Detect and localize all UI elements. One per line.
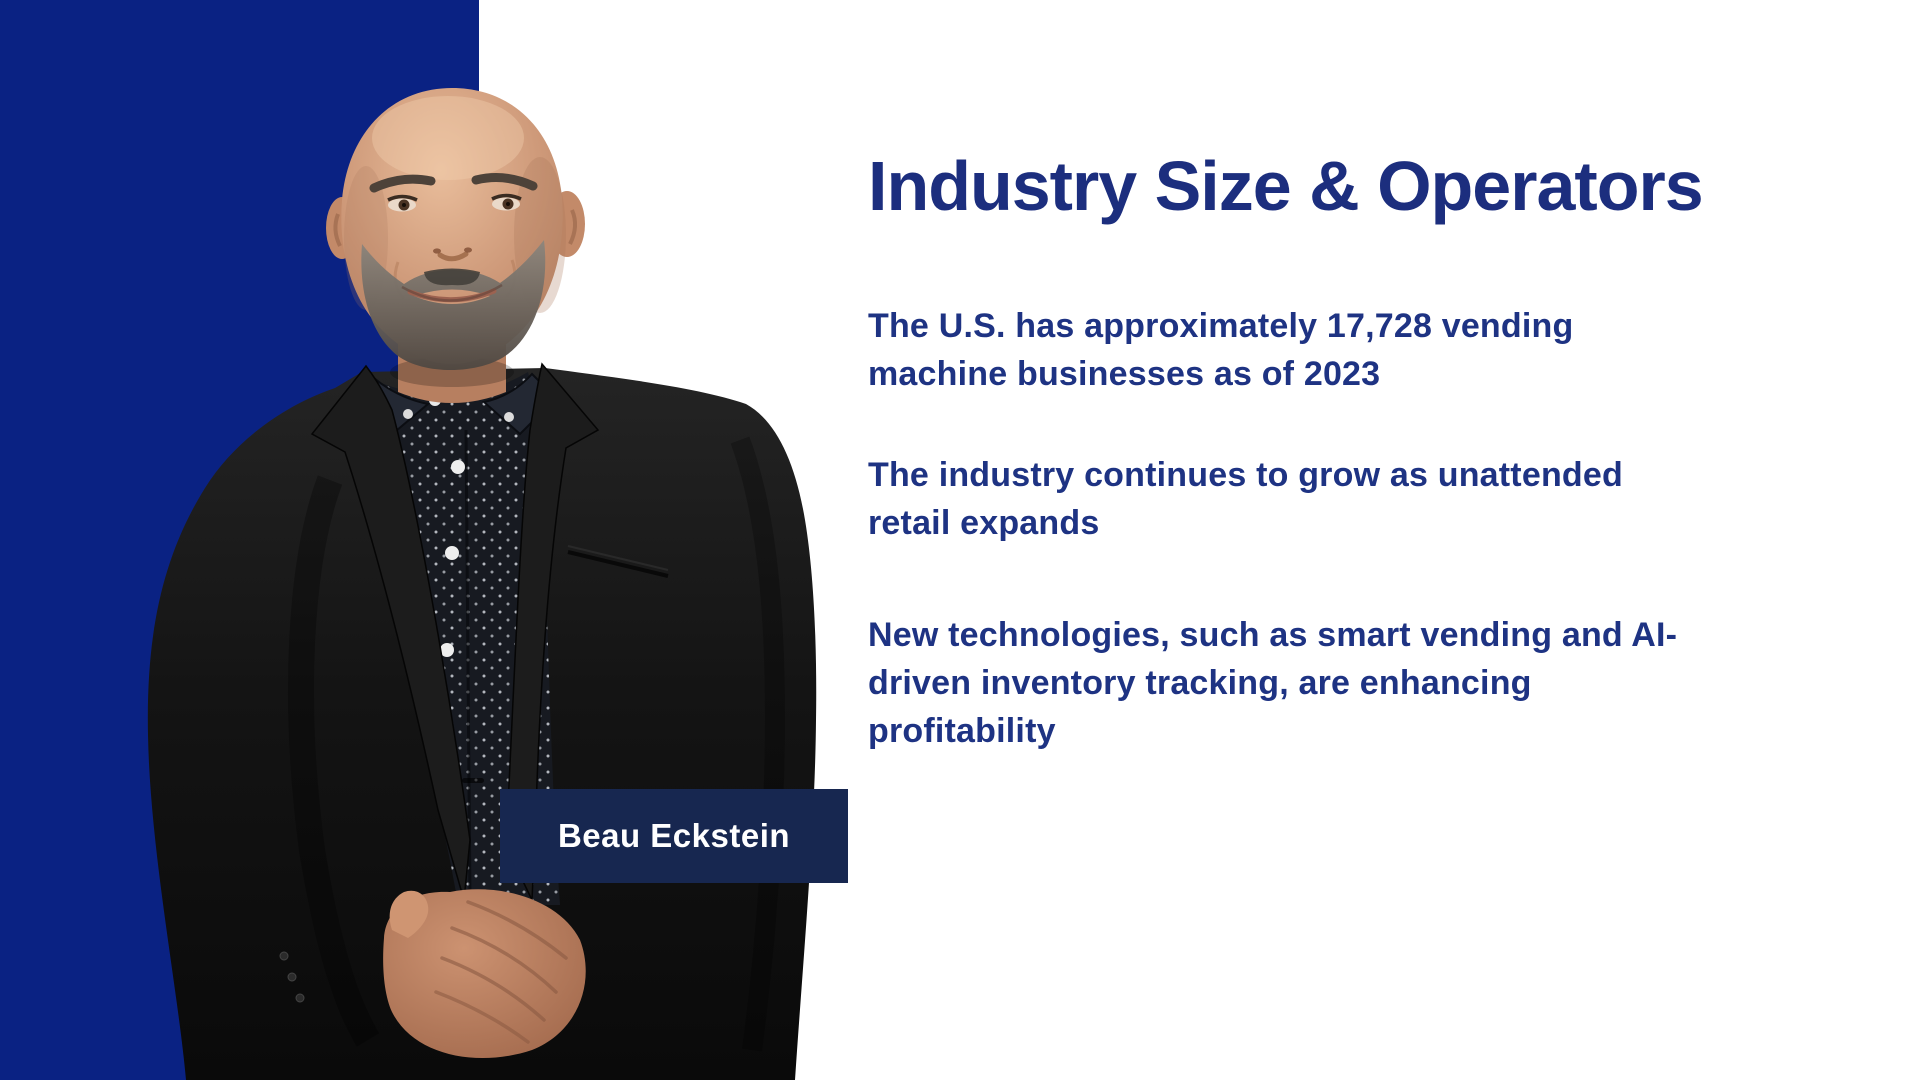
suit-lapel: [505, 362, 600, 901]
bullet-line: New technologies, such as smart vending …: [868, 616, 1678, 654]
bullet-line: The industry continues to grow as unatte…: [868, 456, 1623, 494]
bullet-paragraph-1: The U.S. has approximately 17,728 vendin…: [868, 302, 1768, 398]
slide-title: Industry Size & Operators: [868, 147, 1704, 225]
bullet-paragraph-2: The industry continues to grow as unatte…: [868, 451, 1768, 547]
beard: [361, 240, 546, 371]
bullet-line: profitability: [868, 712, 1056, 750]
bullet-line: retail expands: [868, 504, 1100, 542]
hands: [383, 889, 586, 1059]
bullet-line: driven inventory tracking, are enhancing: [868, 664, 1532, 702]
speaker-name: Beau Eckstein: [557, 817, 791, 854]
suit-lapel: [310, 364, 471, 901]
bullet-paragraph-3: New technologies, such as smart vending …: [868, 611, 1768, 755]
bullet-line: machine businesses as of 2023: [868, 355, 1381, 393]
bullet-line: The U.S. has approximately 17,728 vendin…: [868, 307, 1574, 345]
speaker-name-tag: Beau Eckstein: [500, 789, 848, 883]
